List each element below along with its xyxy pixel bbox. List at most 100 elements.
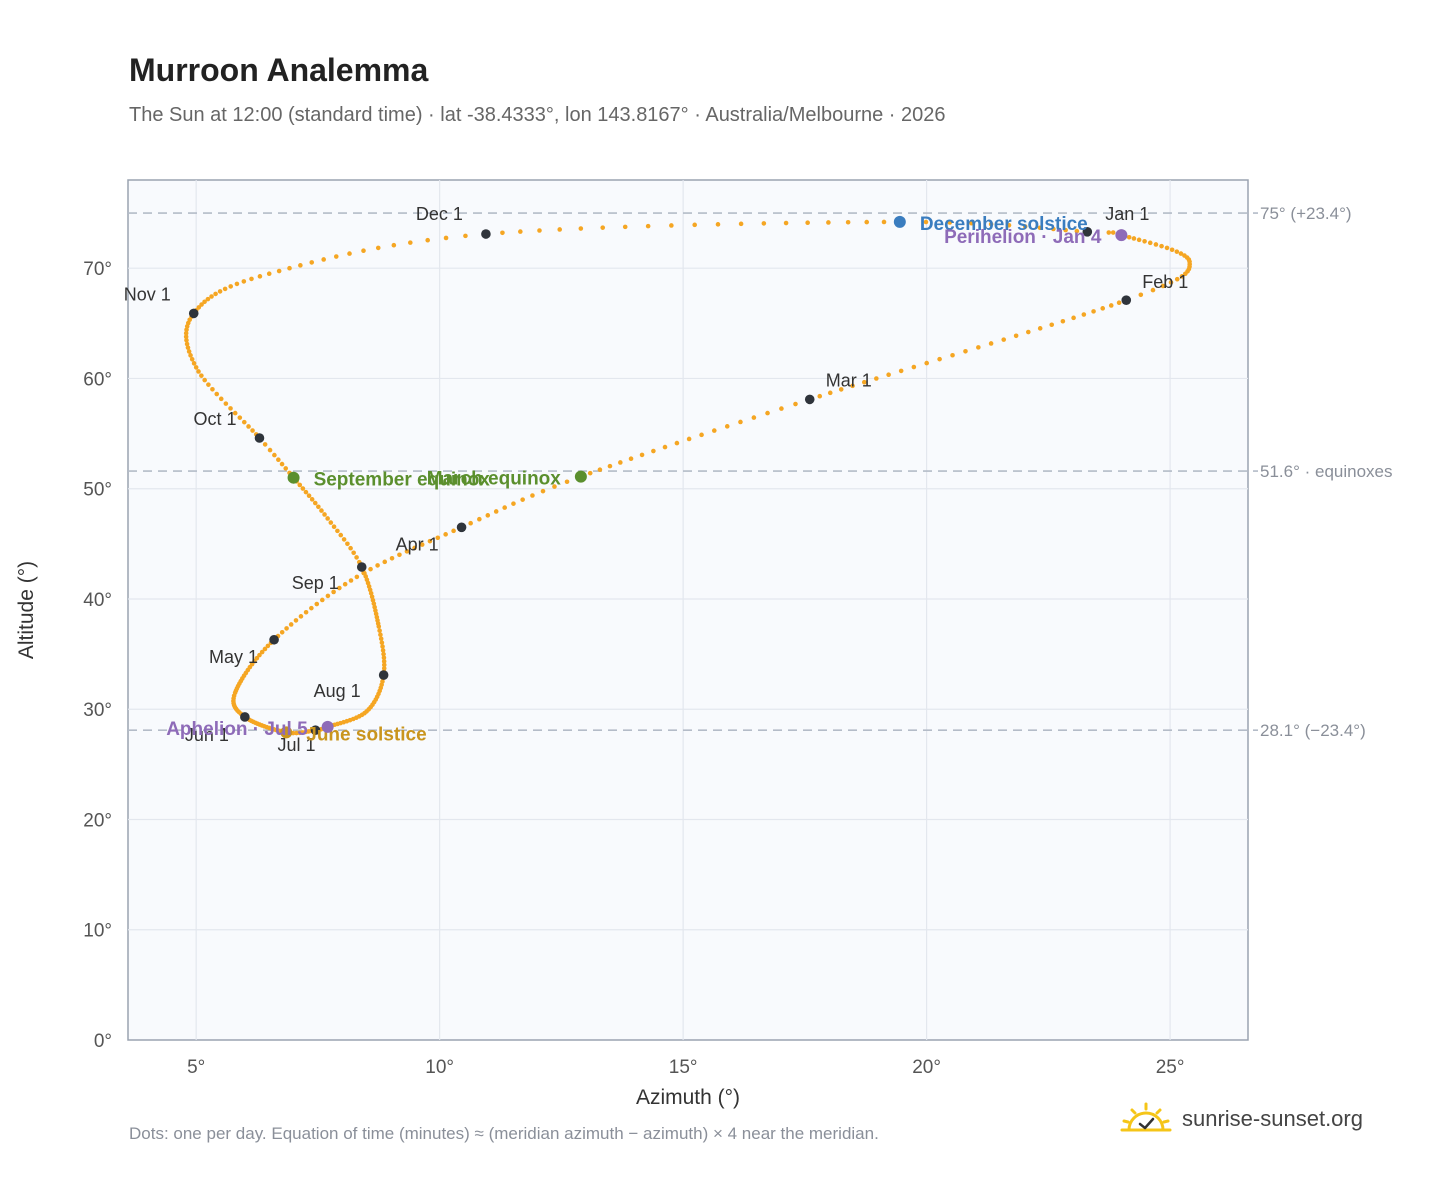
- day-dot: [389, 555, 395, 561]
- day-dot: [196, 305, 202, 310]
- axes: Azimuth (°) Altitude (°) 5° 10° 15° 20° 25° 0…: [15, 259, 1184, 1109]
- month-label: Jun 1: [185, 725, 229, 745]
- y-tick-label: 40°: [83, 590, 112, 611]
- day-dot: [607, 463, 613, 469]
- day-dot: [435, 535, 441, 541]
- day-dot: [1169, 247, 1175, 253]
- day-dot: [199, 373, 204, 378]
- month-marker: [378, 670, 389, 680]
- day-dot: [587, 470, 593, 476]
- month-label: Dec 1: [416, 204, 463, 224]
- day-dot: [337, 585, 342, 591]
- day-dot: [209, 294, 214, 299]
- day-dot: [761, 221, 767, 226]
- day-dot: [298, 614, 304, 619]
- day-dot: [751, 415, 757, 420]
- event-marker: [574, 470, 587, 483]
- day-dot: [1063, 227, 1068, 233]
- day-dot: [686, 436, 692, 442]
- day-dot: [325, 516, 330, 521]
- day-dot: [412, 545, 417, 551]
- day-dot: [341, 537, 347, 542]
- day-dot: [988, 221, 994, 227]
- day-dot: [1013, 333, 1019, 339]
- event-label: June solstice: [306, 724, 426, 745]
- day-dot: [288, 622, 294, 627]
- day-dot: [924, 360, 929, 366]
- day-dot: [1074, 228, 1080, 234]
- y-tick-label: 10°: [83, 921, 112, 942]
- reference-line-label: 51.6° · equinoxes: [1260, 462, 1393, 481]
- day-dot: [838, 387, 844, 392]
- day-dot: [333, 254, 339, 259]
- day-dot: [321, 257, 326, 262]
- day-dot: [293, 618, 299, 623]
- day-dot: [793, 401, 798, 407]
- day-dot: [1153, 242, 1159, 247]
- day-dot: [419, 542, 425, 547]
- day-dot: [850, 383, 855, 389]
- day-dot: [1138, 292, 1144, 298]
- day-dot: [272, 452, 277, 458]
- brand[interactable]: sunrise-sunset.org: [1120, 1102, 1363, 1136]
- day-dot: [381, 659, 387, 664]
- day-dot: [267, 447, 273, 453]
- day-dot: [645, 223, 651, 229]
- day-dot: [287, 265, 292, 271]
- day-dot: [1142, 238, 1147, 244]
- day-dot: [1051, 226, 1056, 232]
- day-dot: [1091, 309, 1096, 314]
- day-dot: [1037, 225, 1043, 231]
- day-dot: [898, 368, 904, 374]
- day-dot: [408, 240, 413, 245]
- day-dot: [1150, 287, 1156, 293]
- x-tick-label: 25°: [1156, 1057, 1185, 1078]
- day-dot: [597, 467, 603, 472]
- day-dot: [662, 444, 668, 450]
- day-dot: [378, 636, 384, 642]
- day-dot: [279, 629, 285, 635]
- y-tick-label: 60°: [83, 369, 112, 390]
- month-label: Oct 1: [193, 409, 236, 429]
- day-dot: [511, 501, 516, 506]
- brand-name[interactable]: sunrise-sunset.org: [1182, 1106, 1363, 1131]
- day-dot: [348, 545, 353, 551]
- event-label: March equinox: [427, 469, 562, 490]
- day-dot: [1006, 222, 1012, 228]
- day-dot: [518, 229, 523, 234]
- reference-line-label: 75° (+23.4°): [1260, 204, 1352, 223]
- event-marker: [287, 471, 300, 484]
- day-dot: [864, 219, 870, 225]
- x-tick-label: 20°: [912, 1057, 941, 1078]
- day-dot: [361, 248, 366, 254]
- x-axis-label: Azimuth (°): [636, 1086, 740, 1109]
- day-dot: [1100, 306, 1106, 311]
- x-tick-label: 5°: [187, 1057, 205, 1078]
- month-markers: Jan 1 Feb 1 Mar 1 Apr 1 May 1 Jun 1 Jul 1 Aug 1…: [124, 204, 1189, 755]
- day-dot: [241, 419, 247, 425]
- day-dot: [502, 505, 507, 510]
- day-dot: [335, 528, 340, 534]
- day-dot: [963, 349, 968, 354]
- day-dot: [827, 390, 833, 396]
- day-dot: [250, 428, 255, 433]
- day-dot: [199, 302, 204, 307]
- day-dot: [257, 652, 262, 658]
- day-dot: [262, 646, 268, 652]
- day-dot: [669, 223, 674, 228]
- day-dot: [765, 410, 770, 416]
- day-dot: [183, 334, 189, 340]
- day-dot: [485, 513, 491, 518]
- month-marker: [188, 308, 199, 319]
- day-dot: [1081, 312, 1087, 317]
- page-title: Murroon Analemma: [129, 52, 429, 88]
- day-dot: [331, 589, 336, 595]
- y-tick-label: 50°: [83, 480, 112, 501]
- day-dot: [188, 353, 193, 358]
- day-dot: [368, 566, 373, 572]
- day-dot: [1106, 230, 1112, 235]
- day-dot: [937, 356, 942, 362]
- day-dot: [391, 242, 397, 248]
- day-dot: [886, 372, 891, 378]
